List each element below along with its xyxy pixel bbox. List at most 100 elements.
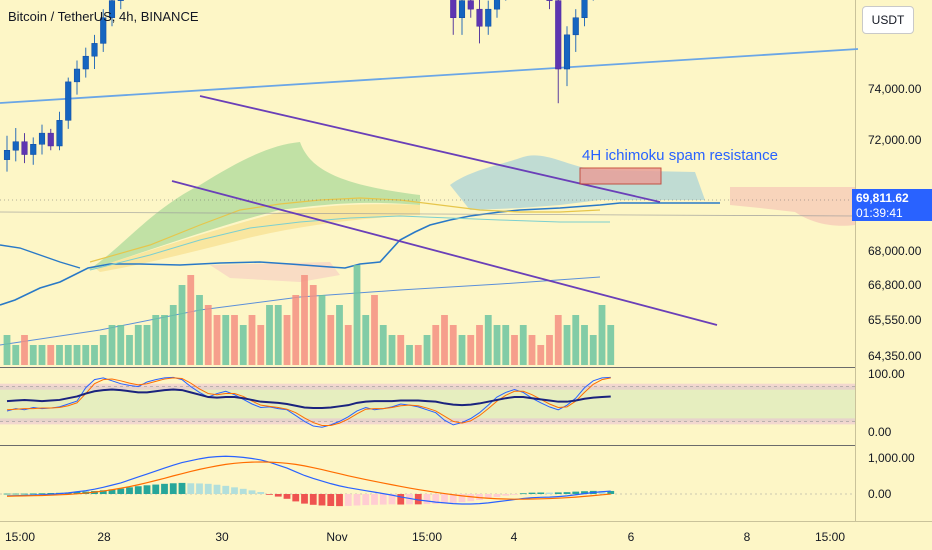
- macd-histogram-bar: [414, 494, 422, 505]
- macd-histogram-bar: [432, 494, 440, 504]
- macd-histogram-bar: [449, 494, 457, 503]
- volume-bar: [301, 275, 308, 365]
- volume-bar: [563, 325, 571, 365]
- time-tick-label: 30: [215, 530, 229, 544]
- macd-line: [6, 455, 611, 505]
- macd-histogram-bar: [187, 483, 195, 494]
- volume-bar: [476, 325, 483, 365]
- volume-bar: [266, 305, 273, 365]
- candle-body: [91, 43, 98, 57]
- macd-histogram-bar: [301, 494, 308, 504]
- price-tick-label: 65,550.00: [868, 313, 922, 327]
- macd-histogram-bar: [204, 483, 212, 494]
- ema-line-yellow: [89, 197, 601, 263]
- volume-bar: [589, 335, 597, 365]
- macd-histogram-bar: [47, 493, 55, 494]
- macd-histogram-bar: [169, 483, 177, 494]
- macd-histogram-bar: [274, 494, 282, 497]
- volume-bar: [371, 295, 378, 365]
- volume-bar: [598, 305, 606, 365]
- ichimoku-cloud-lower: [95, 204, 420, 272]
- volume-bar: [169, 305, 177, 365]
- price-tick-label: 74,000.00: [868, 82, 922, 96]
- horizontal-line: [0, 211, 856, 217]
- macd-histogram-bar: [458, 494, 466, 503]
- time-tick-label: 15:00: [412, 530, 442, 544]
- volume-bar: [38, 345, 46, 365]
- candle-body: [100, 17, 107, 44]
- macd-histogram-bar: [572, 491, 580, 494]
- macd-histogram-bar: [38, 493, 46, 495]
- candle-body: [82, 55, 89, 70]
- candle-body: [108, 0, 116, 18]
- macd-histogram-bar: [484, 494, 492, 499]
- time-tick-label: 28: [97, 530, 111, 544]
- volume-bar: [292, 295, 300, 365]
- volume-bar: [117, 325, 125, 365]
- volume-bar: [248, 315, 256, 365]
- macd-histogram-bar: [511, 494, 518, 495]
- candle-body: [493, 0, 501, 10]
- ichimoku-cloud-future: [730, 187, 855, 226]
- volume-bar: [56, 345, 63, 365]
- volume-bar: [423, 335, 431, 365]
- volume-bar: [449, 325, 457, 365]
- macd-histogram-bar: [554, 492, 562, 494]
- macd-tick-label: 1,000.00: [868, 451, 915, 465]
- macd-histogram-bar: [353, 494, 361, 506]
- volume-bar: [502, 325, 510, 365]
- volume-bar: [537, 345, 545, 365]
- volume-bar: [572, 315, 580, 365]
- macd-histogram-bar: [108, 489, 116, 494]
- volume-bar: [231, 315, 238, 365]
- macd-histogram-bar: [161, 483, 168, 494]
- macd-histogram-bar: [222, 485, 230, 494]
- chart-title: Bitcoin / TetherUS, 4h, BINANCE: [8, 9, 199, 24]
- volume-bar: [379, 325, 387, 365]
- macd-histogram-bar: [441, 494, 448, 504]
- annotation-text: 4H ichimoku spam resistance: [582, 147, 778, 164]
- price-tick-label: 68,000.00: [868, 244, 922, 258]
- candle-countdown: 01:39:41: [856, 206, 903, 220]
- volume-bar: [73, 345, 81, 365]
- candle-body: [563, 34, 571, 70]
- time-tick-label: 6: [628, 530, 635, 544]
- volume-bar: [362, 315, 370, 365]
- volume-bar: [318, 295, 326, 365]
- volume-bar: [274, 305, 282, 365]
- macd-histogram-bar: [126, 487, 133, 494]
- stoch-tick-label: 100.00: [868, 367, 905, 381]
- volume-bar: [353, 265, 361, 365]
- macd-histogram-bar: [344, 494, 352, 506]
- volume-bar: [344, 325, 352, 365]
- macd-histogram-bar: [143, 485, 151, 494]
- candle-body: [555, 0, 562, 70]
- macd-histogram-bar: [152, 484, 160, 494]
- volume-bar: [12, 345, 20, 365]
- macd-histogram-bar: [327, 494, 335, 506]
- macd-histogram-bar: [117, 488, 125, 494]
- candle-body: [458, 0, 466, 18]
- macd-histogram-bar: [318, 494, 326, 506]
- candle-body: [117, 0, 124, 1]
- macd-histogram-bar: [397, 494, 405, 505]
- macd-histogram-bar: [248, 490, 256, 494]
- macd-histogram-bar: [292, 494, 300, 502]
- currency-button[interactable]: USDT: [862, 6, 914, 34]
- stoch-line: [6, 377, 611, 426]
- macd-histogram-bar: [476, 494, 483, 500]
- volume-bar: [196, 295, 203, 365]
- macd-histogram-bar: [231, 487, 238, 494]
- volume-bar: [388, 335, 396, 365]
- macd-histogram-bar: [336, 494, 343, 507]
- candle-body: [581, 0, 588, 18]
- volume-bar: [3, 335, 11, 365]
- macd-histogram-bar: [3, 493, 11, 495]
- volume-bar: [554, 315, 562, 365]
- macd-histogram-bar: [178, 482, 186, 494]
- resistance-box: [579, 167, 662, 185]
- volume-bar: [204, 305, 212, 365]
- ichimoku-cloud-bullish: [88, 142, 420, 270]
